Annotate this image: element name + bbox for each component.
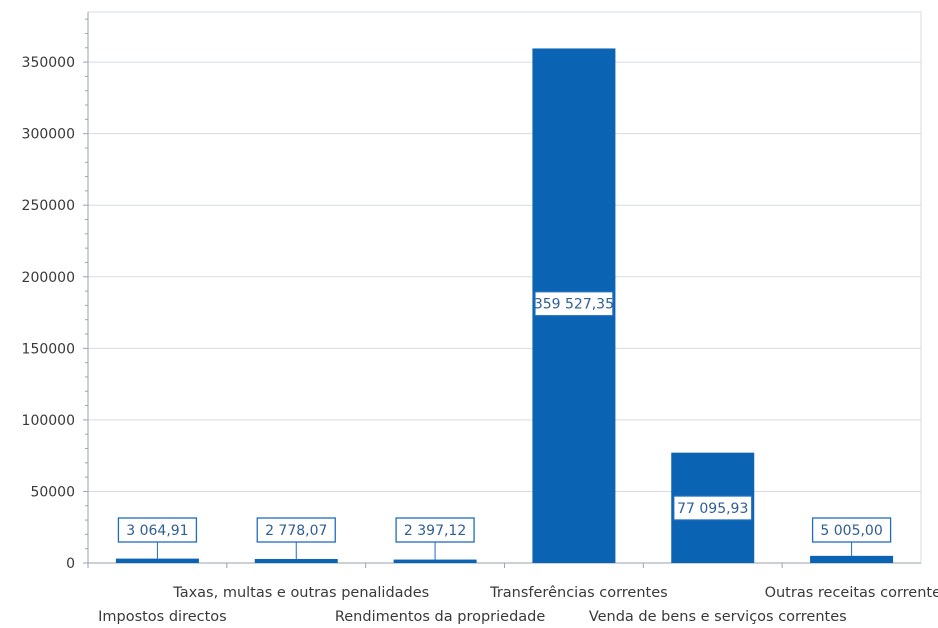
bar <box>393 559 477 563</box>
bar <box>115 558 199 563</box>
y-tick-label: 350000 <box>22 55 75 71</box>
grid-lines <box>88 61 921 492</box>
data-label: 5 005,00 <box>820 523 882 539</box>
y-tick-label: 250000 <box>22 198 75 214</box>
x-category-label: Impostos directos <box>98 609 227 625</box>
y-tick-label: 50000 <box>30 484 75 500</box>
data-label-box <box>673 495 753 521</box>
data-label-box <box>256 517 336 543</box>
data-label-box <box>117 517 198 543</box>
data-label-box <box>395 517 475 543</box>
data-label: 2 778,07 <box>265 523 327 539</box>
y-tick-label: 150000 <box>22 341 75 357</box>
y-tick-label: 100000 <box>22 413 75 429</box>
y-tick-label: 200000 <box>22 270 75 286</box>
data-label: 359 527,35 <box>534 297 614 313</box>
x-axis-category-labels: Impostos directos Taxas, multas e outras … <box>98 585 938 625</box>
data-label-box <box>534 291 614 317</box>
data-label: 3 064,91 <box>126 523 188 539</box>
y-axis-tick-labels: 0 50000 100000 150000 200000 250000 300000 3500… <box>22 55 75 572</box>
data-label: 2 397,12 <box>404 523 466 539</box>
data-label-box <box>811 517 892 543</box>
axes <box>83 12 921 568</box>
data-label: 77 095,93 <box>677 501 748 517</box>
bar <box>810 555 894 563</box>
x-category-label: Outras receitas correntes <box>765 585 938 601</box>
bar <box>254 559 338 563</box>
x-category-label: Venda de bens e serviços correntes <box>589 609 847 625</box>
x-category-label: Taxas, multas e outras penalidades <box>172 585 429 601</box>
x-category-label: Rendimentos da propriedade <box>335 609 546 625</box>
plot-area-frame <box>87 11 922 564</box>
x-category-label: Transferências correntes <box>489 585 668 601</box>
y-tick-label: 0 <box>66 556 75 572</box>
bars <box>115 48 894 563</box>
y-tick-label: 300000 <box>22 127 75 143</box>
data-labels: 3 064,91 2 778,07 2 397,12 359 527,35 77 095… <box>117 291 892 560</box>
